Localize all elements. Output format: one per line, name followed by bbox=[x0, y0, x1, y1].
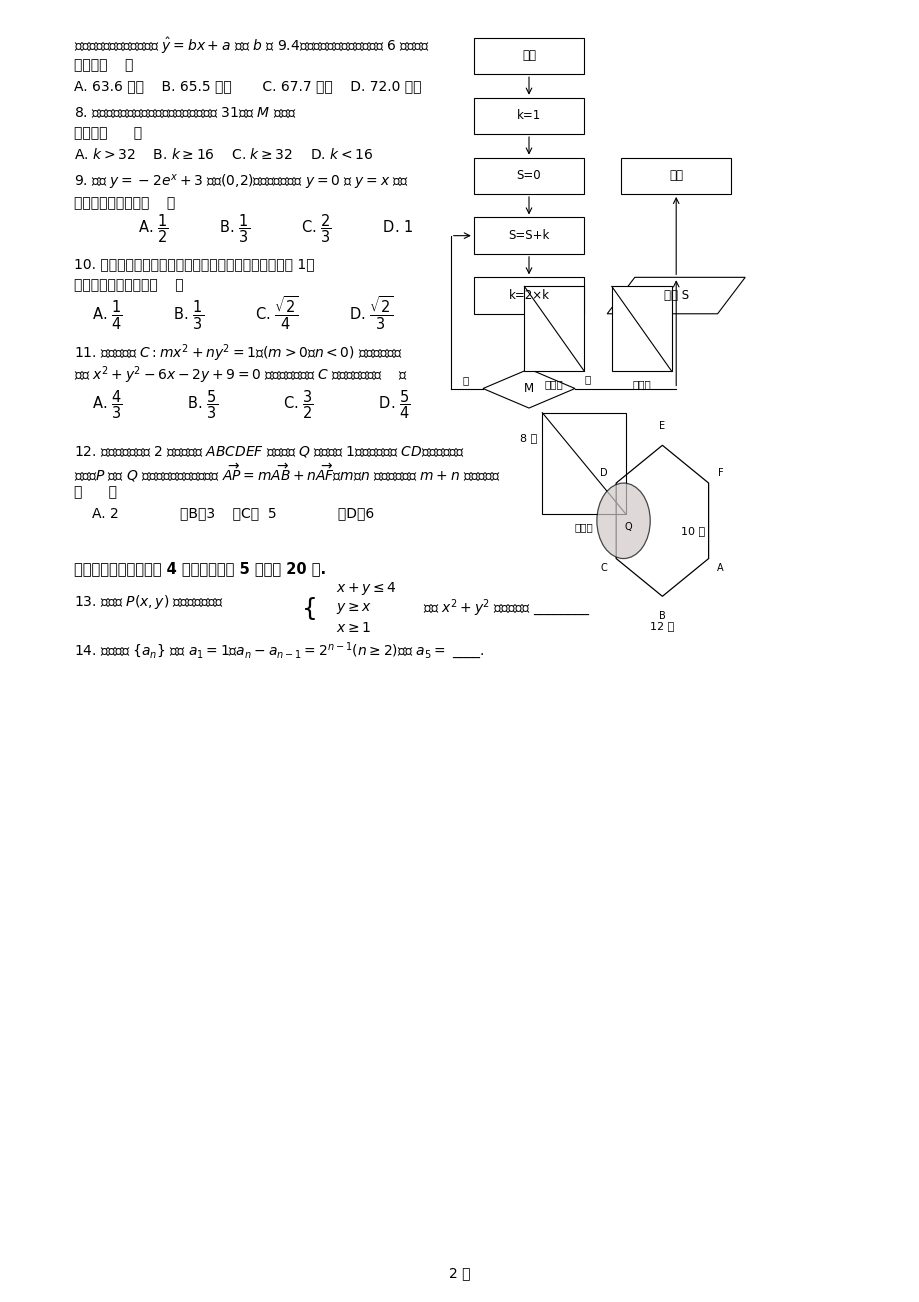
FancyBboxPatch shape bbox=[473, 158, 584, 194]
Text: $x\geq1$: $x\geq1$ bbox=[335, 621, 370, 634]
FancyBboxPatch shape bbox=[473, 98, 584, 134]
Text: 正视图: 正视图 bbox=[544, 379, 563, 389]
Text: 10 题: 10 题 bbox=[680, 526, 704, 536]
Text: 二、填空题：本大题共 4 小题，每小题 5 分，共 20 分.: 二、填空题：本大题共 4 小题，每小题 5 分，共 20 分. bbox=[74, 561, 325, 577]
Text: 12 题: 12 题 bbox=[650, 621, 674, 631]
Text: 8 题: 8 题 bbox=[520, 432, 537, 443]
FancyBboxPatch shape bbox=[541, 413, 625, 514]
Text: $x+y\leq4$: $x+y\leq4$ bbox=[335, 579, 396, 598]
FancyBboxPatch shape bbox=[524, 286, 584, 371]
FancyBboxPatch shape bbox=[473, 217, 584, 254]
Circle shape bbox=[596, 483, 650, 559]
Text: D: D bbox=[600, 469, 607, 478]
Text: 可以是（      ）: 可以是（ ） bbox=[74, 126, 142, 139]
Text: 结束: 结束 bbox=[668, 169, 683, 182]
Text: Q: Q bbox=[624, 522, 631, 533]
Text: A. 2              （B）3    （C）  5              （D）6: A. 2 （B）3 （C） 5 （D）6 bbox=[92, 506, 374, 519]
Text: 8. 按照如图的程序框图执行，若输出结果为 31，则 $M$ 处条件: 8. 按照如图的程序框图执行，若输出结果为 31，则 $M$ 处条件 bbox=[74, 105, 296, 121]
Text: 的三角形的面积为（    ）: 的三角形的面积为（ ） bbox=[74, 197, 175, 210]
Text: 则该三棱锥的体积为（    ）: 则该三棱锥的体积为（ ） bbox=[74, 279, 183, 292]
Polygon shape bbox=[607, 277, 744, 314]
Text: 售额为（    ）: 售额为（ ） bbox=[74, 59, 133, 72]
Text: M: M bbox=[523, 381, 534, 395]
FancyBboxPatch shape bbox=[620, 158, 731, 194]
Text: $\{$: $\{$ bbox=[301, 595, 315, 621]
Text: ，则 $x^2+y^2$ 的最大值为 ________: ，则 $x^2+y^2$ 的最大值为 ________ bbox=[423, 598, 590, 618]
Text: A. $\dfrac{4}{3}$              B. $\dfrac{5}{3}$              C. $\dfrac{3}{2}$ : A. $\dfrac{4}{3}$ B. $\dfrac{5}{3}$ C. $… bbox=[92, 388, 410, 422]
Text: A. $\dfrac{1}{4}$           B. $\dfrac{1}{3}$           C. $\dfrac{\sqrt{2}}{4}$: A. $\dfrac{1}{4}$ B. $\dfrac{1}{3}$ C. $… bbox=[92, 296, 393, 332]
Text: F: F bbox=[717, 469, 722, 478]
Text: 与圆 $x^2+y^2-6x-2y+9=0$ 相切，则双曲线 $C$ 的离心率等于（    ）: 与圆 $x^2+y^2-6x-2y+9=0$ 相切，则双曲线 $C$ 的离心率等… bbox=[74, 365, 406, 385]
Text: 根据上表可得线性回归方程 $\hat{y}=bx+a$ 中的 $b$ 为 9.4，据此模型预报广告费用为 6 万元时销: 根据上表可得线性回归方程 $\hat{y}=bx+a$ 中的 $b$ 为 9.4… bbox=[74, 35, 429, 56]
Text: 否: 否 bbox=[462, 375, 469, 385]
Text: 输出 S: 输出 S bbox=[663, 289, 688, 302]
Text: B: B bbox=[658, 611, 665, 621]
Text: 11. 已知双曲线 $C: mx^2+ny^2=1$，$(m>0$，$n<0)$ 的一条渐近线: 11. 已知双曲线 $C: mx^2+ny^2=1$，$(m>0$，$n<0)$… bbox=[74, 342, 402, 363]
Polygon shape bbox=[482, 368, 574, 408]
Text: A. 63.6 万元    B. 65.5 万元       C. 67.7 万元    D. 72.0 万元: A. 63.6 万元 B. 65.5 万元 C. 67.7 万元 D. 72.0… bbox=[74, 79, 421, 92]
FancyBboxPatch shape bbox=[473, 38, 584, 74]
FancyBboxPatch shape bbox=[473, 277, 584, 314]
FancyBboxPatch shape bbox=[611, 286, 671, 371]
Text: S=S+k: S=S+k bbox=[508, 229, 549, 242]
Text: 2 页: 2 页 bbox=[448, 1267, 471, 1280]
Text: $y\geq x$: $y\geq x$ bbox=[335, 600, 371, 616]
Text: 侧视图: 侧视图 bbox=[631, 379, 651, 389]
Text: 俯视图: 俯视图 bbox=[574, 522, 593, 533]
Text: 9. 曲线 $y=-2e^x+3$ 在点(0,2)处的切线与直线 $y=0$ 和 $y=x$ 围成: 9. 曲线 $y=-2e^x+3$ 在点(0,2)处的切线与直线 $y=0$ 和… bbox=[74, 173, 408, 191]
Text: 10. 一个三棱锥的三视图如图所示，其中正方形的边都是 1，: 10. 一个三棱锥的三视图如图所示，其中正方形的边都是 1， bbox=[74, 258, 314, 271]
Text: A. $\dfrac{1}{2}$           B. $\dfrac{1}{3}$           C. $\dfrac{2}{3}$       : A. $\dfrac{1}{2}$ B. $\dfrac{1}{3}$ C. $… bbox=[138, 212, 413, 246]
Text: S=0: S=0 bbox=[516, 169, 540, 182]
Text: k=1: k=1 bbox=[516, 109, 540, 122]
Text: C: C bbox=[600, 564, 607, 573]
Text: 13. 已知点 $P(x, y)$ 的坐标满足条件: 13. 已知点 $P(x, y)$ 的坐标满足条件 bbox=[74, 592, 223, 611]
Text: 是: 是 bbox=[584, 374, 590, 384]
Text: 14. 已知数列 $\{a_n\}$ 满足 $a_1=1$，$a_n-a_{n-1}=2^{n-1}(n\geq2)$，则 $a_5=$ ____.: 14. 已知数列 $\{a_n\}$ 满足 $a_1=1$，$a_n-a_{n-… bbox=[74, 641, 483, 661]
Text: 12. 如图，在边长为 2 的正六边形 $ABCDEF$ 中，动圆 $Q$ 的半径为 1，圆心在线段 $CD$（含端点）上: 12. 如图，在边长为 2 的正六边形 $ABCDEF$ 中，动圆 $Q$ 的半… bbox=[74, 444, 464, 460]
Text: k=2×k: k=2×k bbox=[508, 289, 549, 302]
Text: A: A bbox=[717, 564, 723, 573]
Text: （      ）: （ ） bbox=[74, 486, 117, 499]
Text: E: E bbox=[659, 421, 664, 431]
Text: 运动，$P$ 是圆 $Q$ 上及内部的动点，设向量 $\overrightarrow{AP}=m\overrightarrow{AB}+n\overrighta: 运动，$P$ 是圆 $Q$ 上及内部的动点，设向量 $\overrightarr… bbox=[74, 461, 499, 484]
Text: 开始: 开始 bbox=[521, 49, 536, 62]
Text: A. $k>32$    B. $k\geq16$    C. $k\geq32$    D. $k<16$: A. $k>32$ B. $k\geq16$ C. $k\geq32$ D. $… bbox=[74, 147, 373, 163]
